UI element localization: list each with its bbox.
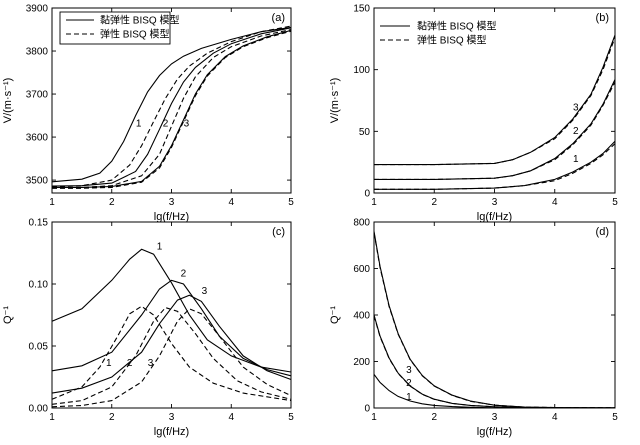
y-tick-label: 100 bbox=[353, 65, 370, 76]
chart-panel-c: 1 2 3 4 5 0.00 0.05 0.10 0.15 lg(f/Hz) Q⁻¹ (c) 1 2 3 1 2… bbox=[2, 218, 294, 439]
series-line-d-3-dashed bbox=[373, 232, 616, 409]
curve-number-label: 2 bbox=[573, 126, 579, 137]
legend-viscoelastic-label: 黏弹性 BISQ 模型 bbox=[417, 20, 496, 33]
chart-panel-a: 1 2 3 4 5 3500 3600 3700 3800 3900 lg(f/Hz) V/(m·s⁻… bbox=[2, 4, 294, 224]
x-axis-title: lg(f/Hz) bbox=[154, 211, 189, 223]
curve-number-label: 2 bbox=[127, 358, 133, 369]
legend-viscoelastic-label: 黏弹性 BISQ 模型 bbox=[100, 14, 179, 27]
series-line-a-3-dashed bbox=[52, 30, 292, 189]
panel-label: (d) bbox=[596, 226, 609, 238]
x-axis-title: lg(f/Hz) bbox=[154, 426, 189, 438]
y-tick-label: 150 bbox=[353, 4, 370, 15]
curve-number-label: 1 bbox=[157, 241, 163, 252]
x-tick-label: 5 bbox=[612, 197, 618, 208]
x-axis-title: lg(f/Hz) bbox=[477, 426, 512, 438]
legend-elastic-label: 弹性 BISQ 模型 bbox=[100, 28, 169, 41]
x-tick-label: 5 bbox=[288, 197, 294, 208]
y-tick-label: 3900 bbox=[26, 4, 49, 15]
legend-elastic-label: 弹性 BISQ 模型 bbox=[417, 34, 486, 47]
y-tick-label: 0.05 bbox=[29, 342, 49, 353]
series-line-d-2-dashed bbox=[373, 315, 615, 409]
panel-label: (a) bbox=[272, 12, 285, 24]
series-line-c-3-solid bbox=[51, 294, 292, 394]
y-tick-label: 50 bbox=[359, 127, 371, 138]
curve-number-label: 1 bbox=[106, 358, 112, 369]
x-tick-label: 5 bbox=[612, 412, 618, 423]
x-tick-label: 2 bbox=[431, 412, 437, 423]
x-tick-label: 4 bbox=[552, 412, 558, 423]
series-line-b-3-dashed bbox=[374, 37, 616, 166]
y-tick-label: 0 bbox=[364, 404, 370, 415]
series-line-b-1-dashed bbox=[374, 143, 616, 190]
curve-number-label: 2 bbox=[181, 269, 187, 280]
curve-number-label: 1 bbox=[573, 154, 579, 165]
x-tick-label: 3 bbox=[169, 197, 175, 208]
legend-panel-b: 黏弹性 BISQ 模型 弹性 BISQ 模型 bbox=[380, 20, 496, 47]
y-tick-label: 0.00 bbox=[29, 404, 49, 415]
series-line-a-3-solid bbox=[52, 29, 292, 188]
curve-number-label: 2 bbox=[406, 378, 412, 389]
y-tick-label: 600 bbox=[353, 264, 370, 275]
x-tick-label: 5 bbox=[288, 412, 294, 423]
curve-number-label: 1 bbox=[136, 118, 142, 129]
curve-number-label: 2 bbox=[163, 118, 169, 129]
y-tick-label: 0 bbox=[364, 189, 370, 200]
chart-panel-d: 1 2 3 4 5 0 200 400 600 800 lg(f/Hz) Q⁻¹ (d) 3 2 1 bbox=[329, 218, 618, 439]
series-line-a-1-solid bbox=[51, 26, 292, 183]
x-tick-label: 3 bbox=[492, 197, 498, 208]
y-tick-label: 200 bbox=[353, 357, 370, 368]
charts-layer: 1 2 3 4 535003600370038003900lg(f/Hz)V/(m·s⁻… bbox=[2, 4, 618, 439]
y-axis-title: Q⁻¹ bbox=[329, 306, 341, 324]
y-axis-title: V/(m·s⁻¹) bbox=[2, 78, 14, 124]
x-tick-label: 3 bbox=[169, 412, 175, 423]
y-tick-label: 3700 bbox=[26, 90, 49, 101]
x-tick-label: 3 bbox=[492, 412, 498, 423]
curve-number-label: 3 bbox=[184, 118, 190, 129]
legend-panel-a: 黏弹性 BISQ 模型 弹性 BISQ 模型 bbox=[59, 11, 179, 45]
x-tick-label: 1 bbox=[49, 197, 55, 208]
x-tick-label: 4 bbox=[228, 412, 234, 423]
y-axis-title: Q⁻¹ bbox=[2, 306, 14, 324]
y-axis-title: V/(m·s⁻¹) bbox=[329, 78, 341, 124]
series-line-a-2-dashed bbox=[51, 28, 292, 189]
curve-number-label: 3 bbox=[202, 286, 208, 297]
y-tick-label: 0.10 bbox=[29, 280, 49, 291]
series-line-a-2-solid bbox=[51, 27, 292, 187]
y-tick-label: 3800 bbox=[26, 47, 49, 58]
y-tick-label: 0.15 bbox=[29, 218, 49, 229]
x-tick-label: 1 bbox=[371, 197, 377, 208]
x-tick-label: 4 bbox=[228, 197, 234, 208]
curve-number-label: 3 bbox=[573, 102, 579, 113]
curve-number-label: 3 bbox=[406, 365, 412, 376]
y-tick-label: 400 bbox=[353, 311, 370, 322]
curve-number-label: 1 bbox=[406, 392, 412, 403]
x-tick-label: 4 bbox=[552, 197, 558, 208]
series-line-c-2-dashed bbox=[51, 306, 292, 405]
y-tick-label: 3500 bbox=[26, 176, 49, 187]
x-tick-label: 2 bbox=[109, 412, 115, 423]
legend-box bbox=[59, 11, 171, 45]
x-axis-title: lg(f/Hz) bbox=[477, 211, 512, 223]
x-tick-label: 1 bbox=[49, 412, 55, 423]
panel-label: (b) bbox=[596, 12, 609, 24]
x-tick-label: 1 bbox=[371, 412, 377, 423]
series-line-b-2-dashed bbox=[374, 81, 616, 180]
y-tick-label: 3600 bbox=[26, 133, 49, 144]
curve-number-label: 3 bbox=[148, 358, 154, 369]
series-line-c-3-dashed bbox=[51, 308, 292, 408]
series-line-a-1-dashed bbox=[51, 25, 292, 188]
y-tick-label: 800 bbox=[353, 218, 370, 229]
x-tick-label: 2 bbox=[109, 197, 115, 208]
panel-label: (c) bbox=[272, 226, 285, 238]
x-tick-label: 2 bbox=[431, 197, 437, 208]
